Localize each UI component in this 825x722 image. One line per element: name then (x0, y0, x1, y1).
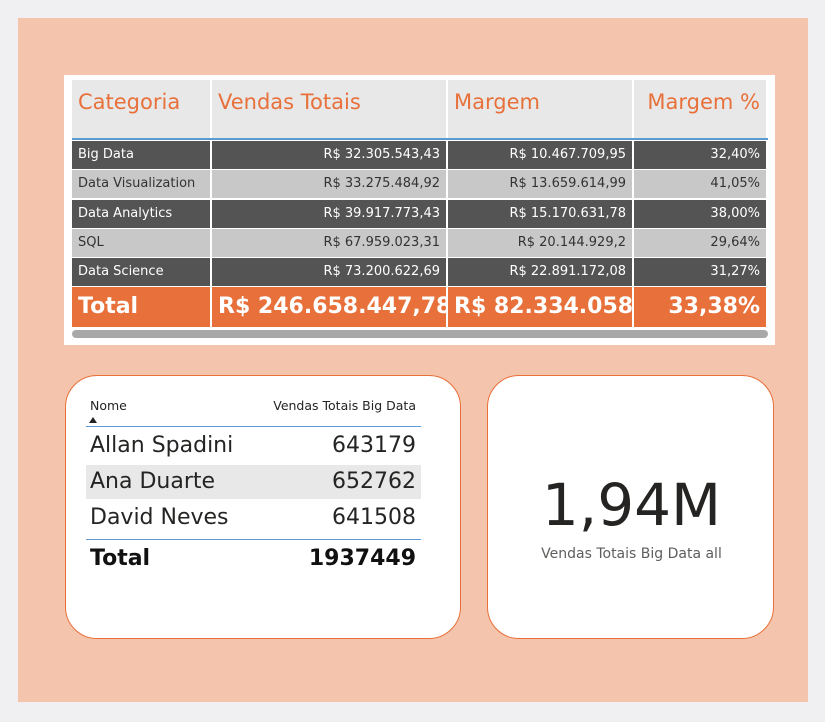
table-cell: Allan Spadini (90, 433, 234, 458)
table-cell: 652762 (332, 469, 416, 494)
column-header: Margem % (634, 80, 766, 138)
total-cell: 1937449 (308, 546, 416, 571)
names-card: Nome Vendas Totais Big Data Allan Spadini 6… (65, 375, 461, 639)
table-cell: Ana Duarte (90, 469, 216, 494)
table-cell: 643179 (332, 433, 416, 458)
table-cell: Data Science (72, 258, 210, 287)
table-cell: R$ 73.200.622,69 (212, 258, 446, 287)
table-cell: 641508 (332, 505, 416, 530)
table-cell: R$ 22.891.172,08 (448, 258, 632, 287)
table-cell: 32,40% (634, 141, 766, 169)
header-line (86, 426, 421, 427)
table-cell: 29,64% (634, 228, 766, 257)
column-header: Nome (90, 398, 127, 413)
column-header: Categoria (72, 80, 210, 138)
column-header: Vendas Totais Big Data (273, 398, 416, 413)
total-cell: R$ 82.334.058 (448, 287, 632, 327)
table-cell: 38,00% (634, 199, 766, 228)
table-cell: R$ 67.959.023,31 (212, 228, 446, 257)
total-cell: Total (72, 287, 210, 327)
table-cell: 41,05% (634, 170, 766, 199)
total-cell: R$ 246.658.447,78 (212, 287, 446, 327)
total-line (86, 539, 421, 540)
total-cell: Total (90, 546, 151, 571)
sort-arrow (89, 417, 97, 423)
header-line (72, 138, 768, 140)
row-band (86, 465, 421, 499)
column-header: Margem (448, 80, 632, 138)
table-cell: R$ 39.917.773,43 (212, 199, 446, 228)
total-cell: 33,38% (634, 287, 766, 327)
scrollbar[interactable] (72, 330, 768, 338)
table-cell: R$ 13.659.614,99 (448, 170, 632, 199)
table-cell: R$ 20.144.929,2 (448, 228, 632, 257)
table-cell: R$ 10.467.709,95 (448, 141, 632, 169)
kpi-card: 1,94M Vendas Totais Big Data all (487, 375, 774, 639)
category-table: Categoria Vendas Totais Margem Margem % Big … (64, 75, 775, 345)
table-cell: Data Visualization (72, 170, 210, 199)
kpi-value: 1,94M (541, 471, 722, 539)
table-cell: Data Analytics (72, 199, 210, 228)
table-cell: David Neves (90, 505, 229, 530)
table-cell: SQL (72, 228, 210, 257)
table-cell: R$ 33.275.484,92 (212, 170, 446, 199)
column-header: Vendas Totais (212, 80, 446, 138)
table-cell: R$ 15.170.631,78 (448, 199, 632, 228)
table-cell: 31,27% (634, 258, 766, 287)
kpi-label: Vendas Totais Big Data all (541, 546, 722, 562)
table-cell: R$ 32.305.543,43 (212, 141, 446, 169)
table-cell: Big Data (72, 141, 210, 169)
